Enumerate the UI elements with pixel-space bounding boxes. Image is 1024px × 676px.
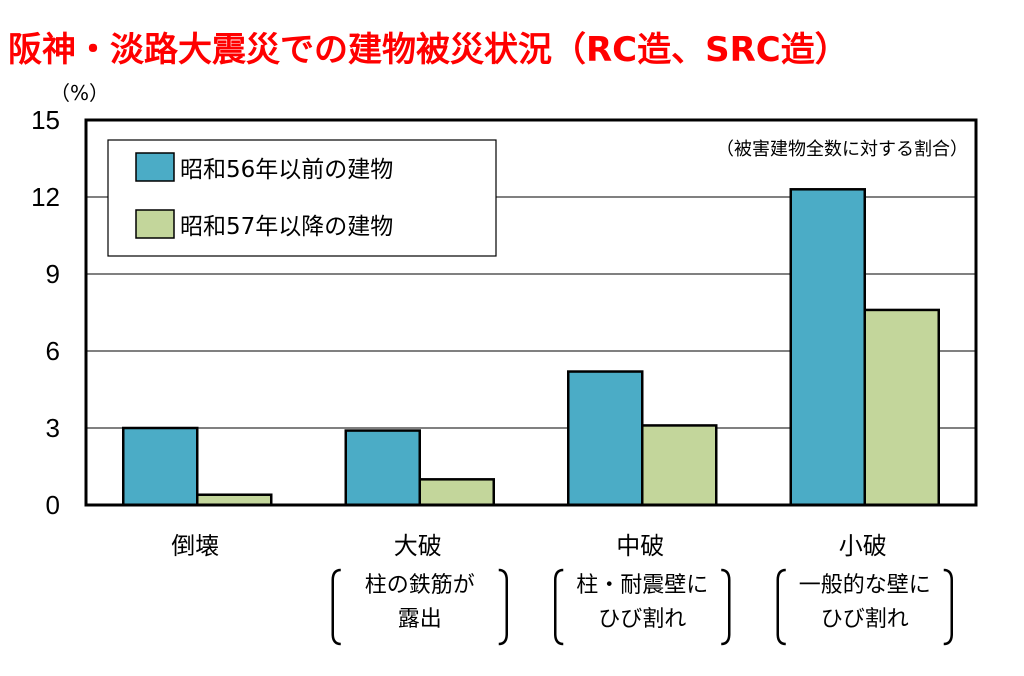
y-axis-ticks: 0 3 6 9 12 15 [31,105,60,520]
right-bracket [498,568,508,646]
bar-post-1982-4 [863,308,940,507]
category-labels: 倒壊 大破 中破 小破 [171,532,887,560]
bar-pre-1981-2 [344,429,421,507]
plot-frame [84,118,978,507]
bar-post-1982-3 [641,424,718,507]
y-tick-label: 6 [46,336,60,366]
category-label: 小破 [839,532,887,560]
left-bracket [331,568,341,646]
legend-swatch [135,209,175,239]
category-description-line: ひび割れ [821,607,909,632]
legend-label: 昭和57年以降の建物 [180,214,393,240]
y-axis-unit: （%） [50,81,109,105]
category-label: 倒壊 [171,532,219,560]
y-tick-label: 12 [31,182,60,212]
category-description-line: 一般的な壁に [799,573,931,598]
y-tick-label: 9 [46,259,60,289]
right-bracket [721,568,731,646]
chart-title: 阪神・淡路大震災での建物被災状況（RC造、SRC造） [8,30,849,70]
chart-note: （被害建物全数に対する割合） [716,139,968,160]
bar-pre-1981-4 [789,188,866,507]
bar-pre-1981-1 [122,426,199,507]
category-description-line: ひび割れ [598,607,686,632]
category-description-line: 柱・耐震壁に [576,573,708,598]
bar-pre-1981-3 [567,370,644,507]
category-description-line: 露出 [398,607,442,632]
bar-post-1982-1 [196,493,273,507]
left-bracket [554,568,564,646]
category-description-line: 柱の鉄筋が [365,573,475,598]
legend-label: 昭和56年以前の建物 [180,157,393,183]
right-bracket [943,568,953,646]
bar-post-1982-2 [418,478,495,507]
y-tick-label: 0 [46,490,60,520]
category-label: 中破 [616,532,664,560]
y-tick-label: 15 [31,105,60,135]
legend-swatch [135,152,175,182]
category-label: 大破 [394,532,442,560]
left-bracket [776,568,786,646]
y-tick-label: 3 [46,413,60,443]
